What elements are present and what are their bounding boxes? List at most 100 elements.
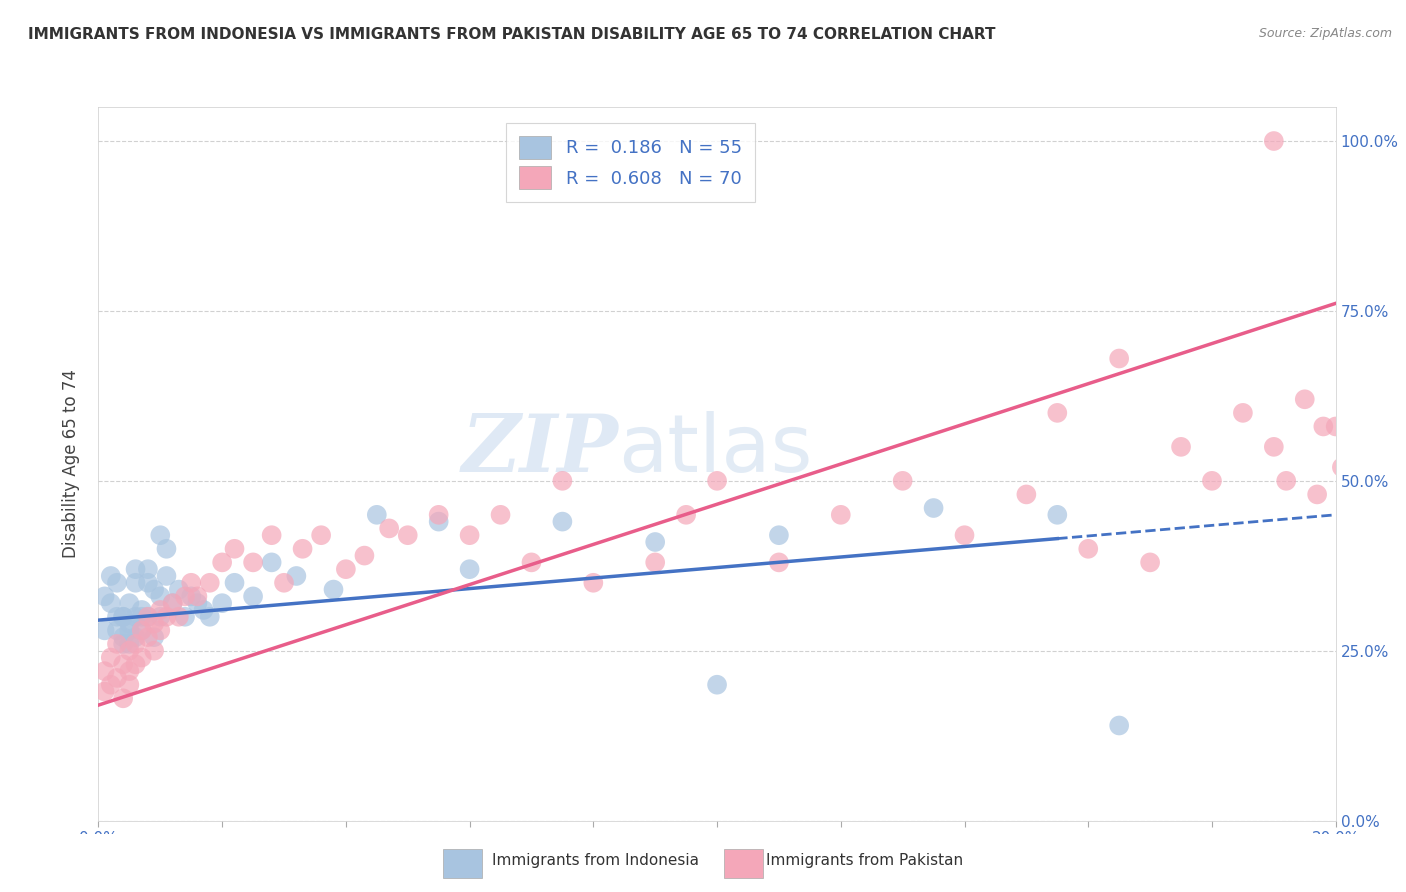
Point (105, 671, 128, 685)
Point (136, 630, 159, 644)
Point (143, 616, 166, 631)
Point (242, 555, 264, 569)
Point (149, 624, 172, 638)
Point (124, 630, 146, 644)
Point (186, 596, 208, 610)
Point (427, 508, 450, 522)
Point (136, 575, 159, 590)
Point (180, 575, 202, 590)
Point (1343, 440, 1365, 454)
Point (136, 562, 159, 576)
Point (309, 528, 332, 542)
Point (260, 528, 283, 542)
Point (155, 541, 177, 556)
Point (675, 508, 697, 522)
Point (211, 555, 233, 569)
Point (706, 678, 728, 692)
Point (1306, 487, 1329, 501)
Point (211, 596, 233, 610)
Point (174, 590, 197, 604)
Point (198, 575, 221, 590)
Point (1330, 460, 1353, 475)
Point (891, 474, 914, 488)
Point (112, 630, 135, 644)
Point (830, 508, 852, 522)
Y-axis label: Disability Age 65 to 74: Disability Age 65 to 74 (62, 369, 80, 558)
Legend: R =  0.186   N = 55, R =  0.608   N = 70: R = 0.186 N = 55, R = 0.608 N = 70 (506, 123, 755, 202)
Point (396, 528, 419, 542)
Point (167, 609, 190, 624)
Point (1046, 508, 1069, 522)
Point (131, 650, 153, 665)
Point (1275, 474, 1298, 488)
Point (118, 616, 141, 631)
FancyBboxPatch shape (443, 848, 482, 878)
Point (155, 609, 177, 624)
Point (100, 596, 122, 610)
Point (198, 609, 221, 624)
Point (143, 582, 166, 597)
Point (149, 590, 172, 604)
Point (118, 664, 141, 678)
Point (124, 657, 146, 672)
Point (285, 569, 308, 583)
Point (124, 609, 146, 624)
Point (124, 637, 146, 651)
Point (551, 474, 574, 488)
Point (124, 575, 146, 590)
Point (112, 691, 135, 706)
Point (149, 609, 172, 624)
Point (1232, 406, 1254, 420)
Point (118, 678, 141, 692)
Point (322, 582, 344, 597)
Point (167, 582, 190, 597)
Point (768, 555, 790, 569)
Text: Immigrants from Indonesia: Immigrants from Indonesia (492, 853, 699, 868)
Point (118, 596, 141, 610)
Point (1139, 555, 1161, 569)
Point (1108, 351, 1130, 366)
Point (143, 644, 166, 658)
Point (366, 508, 388, 522)
Point (1324, 419, 1347, 434)
Point (105, 609, 128, 624)
Point (149, 603, 172, 617)
Point (242, 590, 264, 604)
Point (953, 528, 976, 542)
Point (378, 521, 401, 535)
Point (93, 664, 115, 678)
Point (124, 562, 146, 576)
Point (1170, 440, 1192, 454)
Point (1046, 406, 1069, 420)
Point (155, 569, 177, 583)
Point (1108, 718, 1130, 732)
Point (1201, 474, 1223, 488)
Point (93, 684, 115, 698)
Point (1337, 392, 1360, 407)
Point (273, 575, 295, 590)
Point (162, 596, 184, 610)
Point (112, 609, 135, 624)
Point (93, 624, 115, 638)
Point (706, 474, 728, 488)
Point (105, 575, 128, 590)
Point (131, 609, 153, 624)
Point (520, 555, 543, 569)
Point (1294, 392, 1316, 407)
Point (112, 657, 135, 672)
Point (136, 609, 159, 624)
Point (427, 515, 450, 529)
Point (105, 637, 128, 651)
Point (112, 609, 135, 624)
Point (118, 624, 141, 638)
Point (582, 575, 605, 590)
Text: Immigrants from Pakistan: Immigrants from Pakistan (766, 853, 963, 868)
Point (1015, 487, 1038, 501)
Point (186, 590, 208, 604)
Text: IMMIGRANTS FROM INDONESIA VS IMMIGRANTS FROM PAKISTAN DISABILITY AGE 65 TO 74 CO: IMMIGRANTS FROM INDONESIA VS IMMIGRANTS … (28, 27, 995, 42)
Point (1312, 419, 1334, 434)
Point (149, 528, 172, 542)
Point (335, 562, 357, 576)
Point (551, 515, 574, 529)
Point (1263, 440, 1285, 454)
